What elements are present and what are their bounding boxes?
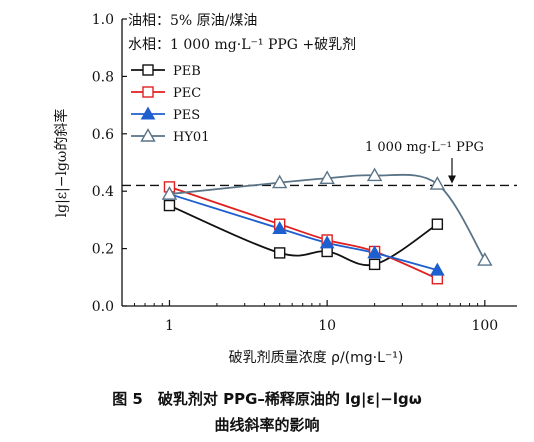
reference-line-label: 1 000 mg·L⁻¹ PPG [365, 140, 484, 155]
data-point-hy01 [271, 174, 288, 189]
legend: PEB PEC PES HY01 [131, 64, 209, 145]
data-point-hy01 [429, 176, 446, 190]
legend-marker-peb [142, 64, 154, 76]
chart: 0.0 0.2 0.4 0.6 0.8 1.0 1 10 100 PEB PEC PES HY01 油… [53, 12, 517, 366]
reference-arrow-head [448, 175, 456, 184]
y-tick-label: 0.2 [92, 242, 114, 258]
x-tick-label: 1 [165, 318, 174, 334]
condition-oil-phase: 油相：5% 原油/煤油 [128, 13, 257, 29]
data-point-peb [273, 247, 286, 259]
legend-marker-hy01 [140, 128, 156, 142]
legend-label-pec: PEC [173, 86, 201, 101]
y-axis-label: lg|ε|−lgω的斜率 [53, 109, 70, 218]
data-point-pes [272, 220, 288, 235]
x-tick-label: 100 [471, 318, 498, 334]
x-tick-label: 10 [318, 318, 336, 334]
data-point-peb [368, 258, 381, 271]
legend-label-peb: PEB [173, 64, 201, 79]
legend-label-hy01: HY01 [173, 130, 209, 145]
curves [122, 158, 517, 280]
y-tick-label: 0.8 [92, 69, 114, 85]
figure-caption-line-1: 图 5 破乳剂对 PPG–稀释原油的 lg|ε|−lgω [112, 390, 422, 408]
data-point-peb [431, 218, 444, 230]
legend-marker-pec [142, 86, 154, 98]
data-point-pes [319, 235, 335, 249]
figure-caption-line-2: 曲线斜率的影响 [214, 416, 320, 434]
axes: 0.0 0.2 0.4 0.6 0.8 1.0 1 10 100 [92, 12, 517, 334]
legend-marker-pes [140, 106, 156, 120]
y-tick-label: 0.6 [92, 127, 114, 143]
legend-label-pes: PES [173, 108, 200, 123]
series-line-hy01 [169, 173, 486, 261]
data-point-pes [429, 262, 445, 276]
data-point-pes [367, 245, 382, 259]
markers [161, 167, 493, 285]
data-point-hy01 [319, 170, 335, 184]
y-tick-label: 0.4 [92, 184, 114, 200]
y-tick-label: 0.0 [92, 299, 114, 315]
data-point-hy01 [161, 186, 178, 200]
condition-water-phase: 水相：1 000 mg·L⁻¹ PPG +破乳剂 [128, 37, 356, 53]
data-point-peb [163, 199, 176, 212]
data-point-hy01 [366, 167, 383, 182]
x-axis-label: 破乳剂质量浓度 ρ/(mg·L⁻¹) [229, 350, 404, 366]
data-point-hy01 [477, 252, 493, 266]
series-line-pec [169, 186, 438, 280]
y-tick-label: 1.0 [92, 12, 114, 28]
